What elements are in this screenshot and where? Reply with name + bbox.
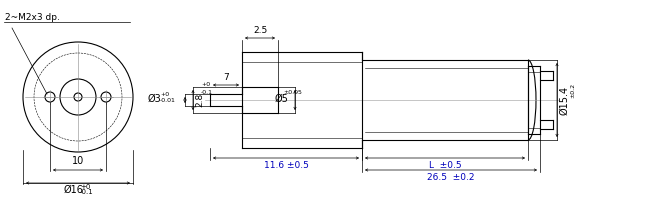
Text: 7: 7 — [223, 73, 229, 82]
Text: Ø3: Ø3 — [148, 94, 162, 104]
Text: +0: +0 — [160, 92, 169, 97]
Text: 11.6 ±0.5: 11.6 ±0.5 — [263, 161, 309, 170]
Text: 2~M2x3 dp.: 2~M2x3 dp. — [5, 14, 60, 22]
Text: +0: +0 — [201, 82, 210, 88]
Text: 10: 10 — [72, 156, 84, 166]
Text: 2.8: 2.8 — [195, 93, 204, 107]
Text: 26.5  ±0.2: 26.5 ±0.2 — [427, 173, 474, 182]
Text: +0: +0 — [80, 184, 90, 190]
Text: -0.1: -0.1 — [201, 90, 213, 95]
Text: ±0.05: ±0.05 — [283, 90, 302, 96]
Text: -0.01: -0.01 — [160, 98, 176, 104]
Text: ±0.2: ±0.2 — [570, 82, 575, 98]
Text: Ø15.4: Ø15.4 — [559, 85, 569, 115]
Text: L  ±0.5: L ±0.5 — [429, 161, 461, 170]
Text: 2.5: 2.5 — [253, 26, 267, 35]
Text: Ø16: Ø16 — [64, 185, 84, 195]
Text: Ø5: Ø5 — [275, 94, 289, 104]
Text: -0.1: -0.1 — [80, 189, 94, 195]
